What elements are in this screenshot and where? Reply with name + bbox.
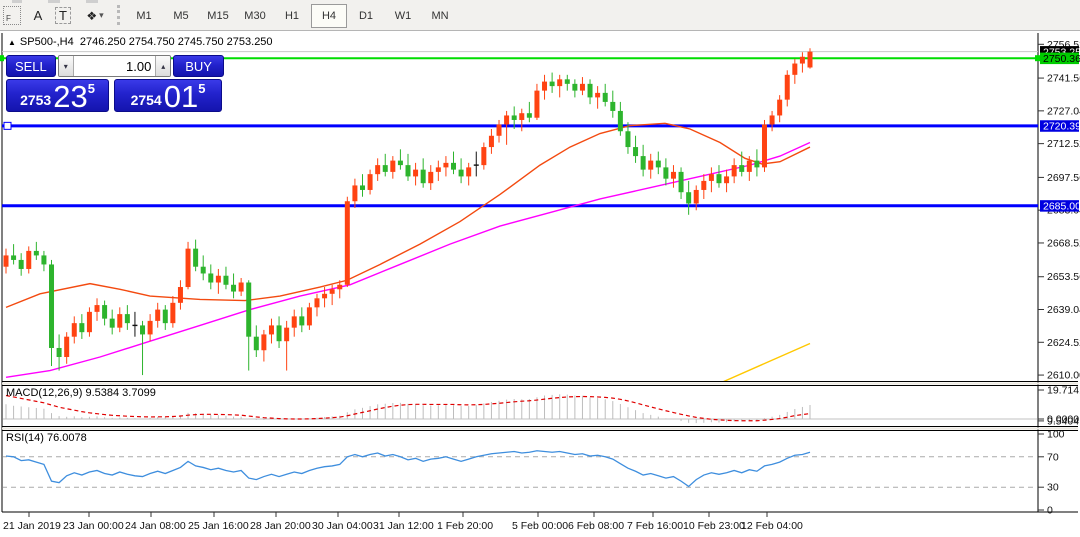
- cropped-toolbar-fragment: [48, 0, 60, 3]
- timeframe-button-w1[interactable]: W1: [394, 10, 412, 22]
- cropped-toolbar-fragment: [86, 0, 98, 3]
- svg-text:5 Feb 00:00: 5 Feb 00:00: [512, 520, 568, 532]
- timeframe-button-mn[interactable]: MN: [431, 10, 449, 22]
- chart-symbol-period: SP500-,H4: [19, 36, 74, 48]
- timeframe-bar: M1 M5 M15 M30 H1 H4 D1 W1 MN: [126, 4, 459, 28]
- svg-text:10 Feb 23:00: 10 Feb 23:00: [683, 520, 745, 532]
- sell-price-display[interactable]: 2753 23 5: [6, 79, 109, 114]
- svg-text:7 Feb 16:00: 7 Feb 16:00: [627, 520, 683, 532]
- timeframe-button-h4[interactable]: H4: [311, 4, 347, 28]
- svg-text:2750.368: 2750.368: [1043, 53, 1080, 65]
- trade-panel-controls: SELL ▾ 1.00 ▴ BUY: [6, 55, 224, 77]
- svg-text:2697.560: 2697.560: [1047, 172, 1080, 184]
- svg-text:28 Jan 20:00: 28 Jan 20:00: [250, 520, 311, 532]
- trade-panel-prices: 2753 23 5 2754 01 5: [6, 79, 224, 114]
- svg-text:2653.560: 2653.560: [1047, 271, 1080, 283]
- svg-text:2741.560: 2741.560: [1047, 73, 1080, 85]
- buy-price-pip-digit: 5: [198, 81, 206, 96]
- shapes-tool-button[interactable]: ❖ ▾: [80, 6, 110, 25]
- volume-increase-button[interactable]: ▴: [155, 56, 171, 76]
- volume-spinner: ▾ 1.00 ▴: [57, 55, 172, 77]
- timeframe-button-m5[interactable]: M5: [173, 10, 189, 22]
- window-marker-icon: ▲: [8, 38, 16, 47]
- svg-text:31 Jan 12:00: 31 Jan 12:00: [373, 520, 434, 532]
- text-tool-button[interactable]: T: [53, 6, 73, 25]
- svg-text:2720.393: 2720.393: [1043, 120, 1080, 132]
- svg-text:2727.040: 2727.040: [1047, 105, 1080, 117]
- buy-price-handle: 2754: [130, 92, 162, 108]
- svg-text:23 Jan 00:00: 23 Jan 00:00: [63, 520, 124, 532]
- svg-text:6 Feb 08:00: 6 Feb 08:00: [568, 520, 624, 532]
- svg-text:19.7141: 19.7141: [1047, 385, 1080, 397]
- top-toolbar: F A T ❖ ▾ M1 M5 M15 M30 H1 H4 D1 W1 MN: [0, 0, 1080, 31]
- svg-text:25 Jan 16:00: 25 Jan 16:00: [188, 520, 249, 532]
- volume-decrease-button[interactable]: ▾: [58, 56, 74, 76]
- timeframe-button-h1[interactable]: H1: [284, 10, 300, 22]
- volume-input[interactable]: 1.00: [73, 56, 156, 76]
- svg-text:24 Jan 08:00: 24 Jan 08:00: [125, 520, 186, 532]
- text-label-tool-button[interactable]: A: [33, 8, 43, 23]
- svg-text:2624.520: 2624.520: [1047, 337, 1080, 349]
- svg-text:2668.520: 2668.520: [1047, 237, 1080, 249]
- svg-text:2685.000: 2685.000: [1043, 200, 1080, 212]
- sell-price-big-digits: 23: [53, 79, 88, 114]
- timeframe-button-m30[interactable]: M30: [244, 10, 266, 22]
- svg-text:0: 0: [1047, 505, 1053, 517]
- svg-text:2639.040: 2639.040: [1047, 304, 1080, 316]
- svg-text:30 Jan 04:00: 30 Jan 04:00: [312, 520, 373, 532]
- toolbar-dock-icon[interactable]: F: [3, 6, 21, 25]
- one-click-trading-panel: SELL ▾ 1.00 ▴ BUY 2753 23 5 2754 01 5: [6, 55, 224, 114]
- svg-text:12 Feb 04:00: 12 Feb 04:00: [741, 520, 803, 532]
- sell-price-pip-digit: 5: [87, 81, 95, 96]
- chevron-down-icon: ▾: [99, 10, 104, 20]
- buy-price-display[interactable]: 2754 01 5: [114, 79, 222, 114]
- svg-text:2610.000: 2610.000: [1047, 370, 1080, 382]
- rsi-indicator-label: RSI(14) 76.0078: [6, 432, 87, 444]
- svg-text:30: 30: [1047, 482, 1059, 494]
- buy-button[interactable]: BUY: [173, 55, 224, 77]
- macd-indicator-label: MACD(12,26,9) 9.5384 3.7099: [6, 387, 156, 399]
- svg-text:0.0000: 0.0000: [1047, 414, 1079, 426]
- chart-ohlc-values: 2746.250 2754.750 2745.750 2753.250: [79, 36, 273, 48]
- sell-price-handle: 2753: [20, 92, 52, 108]
- svg-text:9.5404: 9.5404: [1047, 415, 1079, 427]
- timeframe-button-m1[interactable]: M1: [136, 10, 152, 22]
- chart-title: ▲ SP500-,H4 2746.250 2754.750 2745.750 27…: [8, 36, 273, 48]
- svg-text:70: 70: [1047, 451, 1059, 463]
- svg-text:21 Jan 2019: 21 Jan 2019: [3, 520, 61, 532]
- timeframe-button-m15[interactable]: M15: [207, 10, 229, 22]
- svg-text:2712.520: 2712.520: [1047, 138, 1080, 150]
- cropped-toolbar-fragment: [12, 0, 22, 3]
- buy-price-big-digits: 01: [163, 79, 199, 114]
- svg-text:1 Feb 20:00: 1 Feb 20:00: [437, 520, 493, 532]
- sell-button[interactable]: SELL: [6, 55, 56, 77]
- toolbar-separator: [117, 5, 120, 25]
- timeframe-button-d1[interactable]: D1: [358, 10, 374, 22]
- svg-text:100: 100: [1047, 429, 1065, 441]
- shapes-icon: ❖: [86, 8, 98, 23]
- text-tool-glyph: T: [55, 7, 71, 24]
